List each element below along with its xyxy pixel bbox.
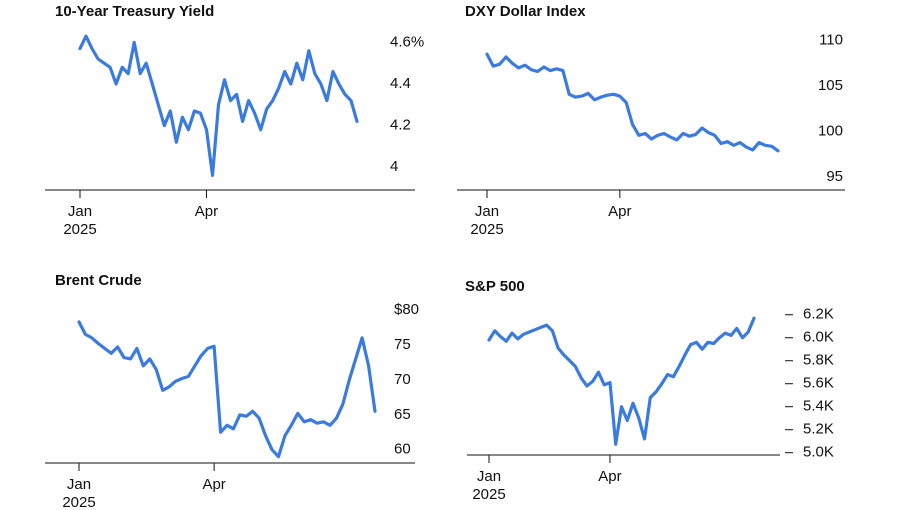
x-tick-label: Jan 2025: [472, 468, 505, 503]
y-tick-label: 6.0K: [803, 329, 834, 346]
x-tick-label: Jan 2025: [470, 203, 503, 238]
x-tick-label: Jan 2025: [62, 476, 95, 510]
x-tick-label: Apr: [202, 476, 225, 493]
y-tick-label: 5.4K: [803, 398, 834, 415]
y-tick-label: 6.2K: [803, 306, 834, 323]
chart-title: S&P 500: [465, 278, 525, 295]
y-tick-label: 105: [818, 77, 843, 94]
y-tick-label: 5.8K: [803, 352, 834, 369]
line: [485, 52, 780, 153]
y-tick-label: 70: [394, 371, 411, 388]
x-tick-label: Apr: [195, 203, 218, 220]
y-tick-label: 60: [394, 441, 411, 458]
y-tick-label: 4.2: [390, 117, 411, 134]
y-tick-label: 4.4: [390, 75, 411, 92]
y-tick-label: 65: [394, 406, 411, 423]
y-tick-label: 4.6%: [390, 33, 424, 50]
x-tick-label: Apr: [608, 203, 631, 220]
x-tick-label: Jan 2025: [63, 203, 96, 238]
y-tick-label: 75: [394, 336, 411, 353]
line: [78, 34, 359, 177]
y-tick-label: 5.6K: [803, 375, 834, 392]
chart-title: DXY Dollar Index: [465, 3, 586, 20]
line: [487, 316, 756, 446]
chart-title: Brent Crude: [55, 272, 142, 289]
x-tick-label: Apr: [598, 468, 621, 485]
y-tick-label: $80: [394, 301, 419, 318]
y-tick-label: 5.0K: [803, 444, 834, 461]
line: [77, 320, 377, 459]
y-tick-label: 110: [819, 32, 843, 49]
chart-title: 10-Year Treasury Yield: [55, 3, 214, 20]
y-tick-label: 5.2K: [803, 421, 834, 438]
y-tick-label: 4: [390, 158, 398, 175]
y-tick-label: 100: [818, 123, 843, 140]
y-tick-label: 95: [826, 168, 843, 185]
